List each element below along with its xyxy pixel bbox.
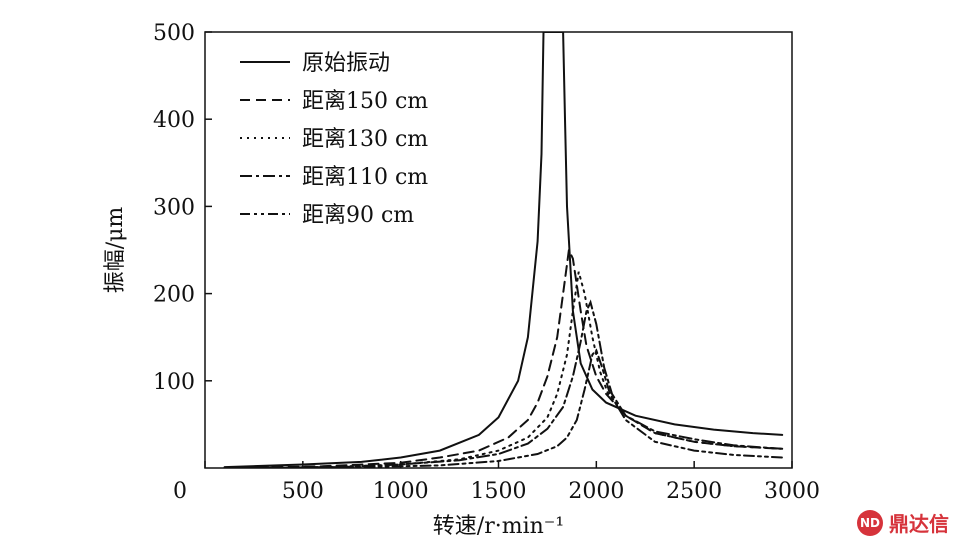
logo-text: 鼎达信 <box>889 512 949 536</box>
x-tick-label: 2000 <box>568 479 624 504</box>
x-tick-label: 500 <box>282 479 324 504</box>
legend-label-5: 距离90 cm <box>302 203 414 228</box>
legend-label-4: 距离110 cm <box>302 165 428 190</box>
x-axis-ticks: 0 500 1000 1500 2000 2500 3000 <box>173 461 820 504</box>
y-tick-label: 100 <box>153 370 195 395</box>
series-line-4 <box>223 299 784 468</box>
y-axis-ticks: 100 200 300 400 500 <box>153 21 212 395</box>
y-tick-label: 200 <box>153 283 195 308</box>
series-lines <box>223 32 784 468</box>
series-line-2 <box>223 246 784 468</box>
series-line-1 <box>223 32 784 468</box>
plot-frame <box>204 31 793 469</box>
x-tick-label: 2500 <box>666 479 722 504</box>
x-axis-label: 转速/r·min⁻¹ <box>433 514 564 539</box>
series-line-3 <box>223 271 784 468</box>
publisher-logo: ND 鼎达信 <box>857 508 949 537</box>
legend-label-3: 距离130 cm <box>302 127 428 152</box>
x-tick-label: 3000 <box>764 479 820 504</box>
series-line-5 <box>223 348 784 468</box>
plot-area <box>204 31 793 469</box>
y-tick-label: 500 <box>153 21 195 46</box>
legend-label-2: 距离150 cm <box>302 89 428 114</box>
y-tick-label: 400 <box>153 108 195 133</box>
x-tick-label: 1000 <box>373 479 429 504</box>
y-axis-label: 振幅/μm <box>103 207 128 294</box>
legend-label-1: 原始振动 <box>302 51 390 76</box>
logo-badge-icon: ND <box>857 509 883 536</box>
x-tick-label: 0 <box>173 479 187 504</box>
y-tick-label: 300 <box>153 195 195 220</box>
x-tick-label: 1500 <box>471 479 527 504</box>
